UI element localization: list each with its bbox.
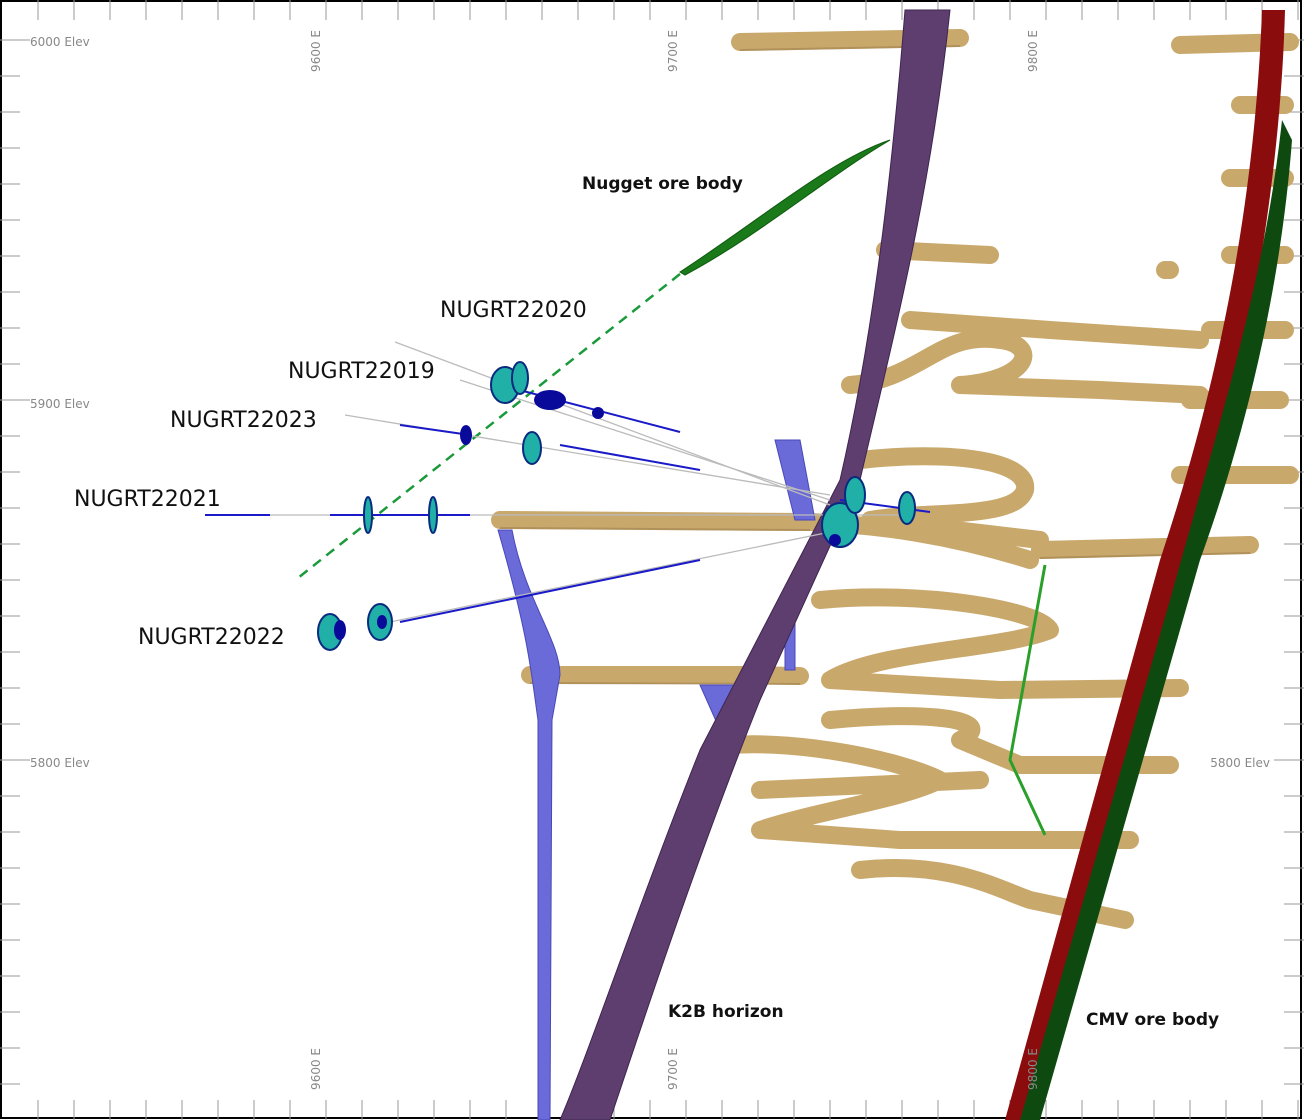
hole-label: NUGRT22022 bbox=[138, 625, 285, 650]
easting-label: 9600 E bbox=[309, 30, 323, 72]
hole-label: NUGRT22019 bbox=[288, 359, 435, 384]
drill-holes bbox=[205, 341, 931, 623]
nugget-ore-body bbox=[679, 139, 891, 276]
elev-label: 5800 Elev bbox=[30, 756, 90, 770]
annotation: CMV ore body bbox=[1086, 1010, 1219, 1030]
green-line bbox=[1008, 564, 1047, 836]
assay-cores bbox=[334, 390, 841, 640]
hole-label: NUGRT22021 bbox=[74, 487, 221, 512]
assay-discs bbox=[317, 361, 916, 651]
cmv-red bbox=[1005, 10, 1285, 1120]
elev-label: 6000 Elev bbox=[30, 35, 90, 49]
easting-label: 9600 E bbox=[309, 1048, 323, 1090]
hole-label: NUGRT22023 bbox=[170, 408, 317, 433]
easting-label: 9700 E bbox=[666, 30, 680, 72]
easting-label: 9800 E bbox=[1026, 30, 1040, 72]
elev-label: 5900 Elev bbox=[30, 397, 90, 411]
nugget-projection bbox=[297, 273, 681, 579]
easting-label: 9800 E bbox=[1026, 1048, 1040, 1090]
easting-label: 9700 E bbox=[666, 1048, 680, 1090]
annotation: Nugget ore body bbox=[582, 174, 743, 194]
annotation: K2B horizon bbox=[668, 1002, 784, 1022]
hole-label: NUGRT22020 bbox=[440, 298, 587, 323]
elev-label: 5800 Elev bbox=[1210, 756, 1270, 770]
